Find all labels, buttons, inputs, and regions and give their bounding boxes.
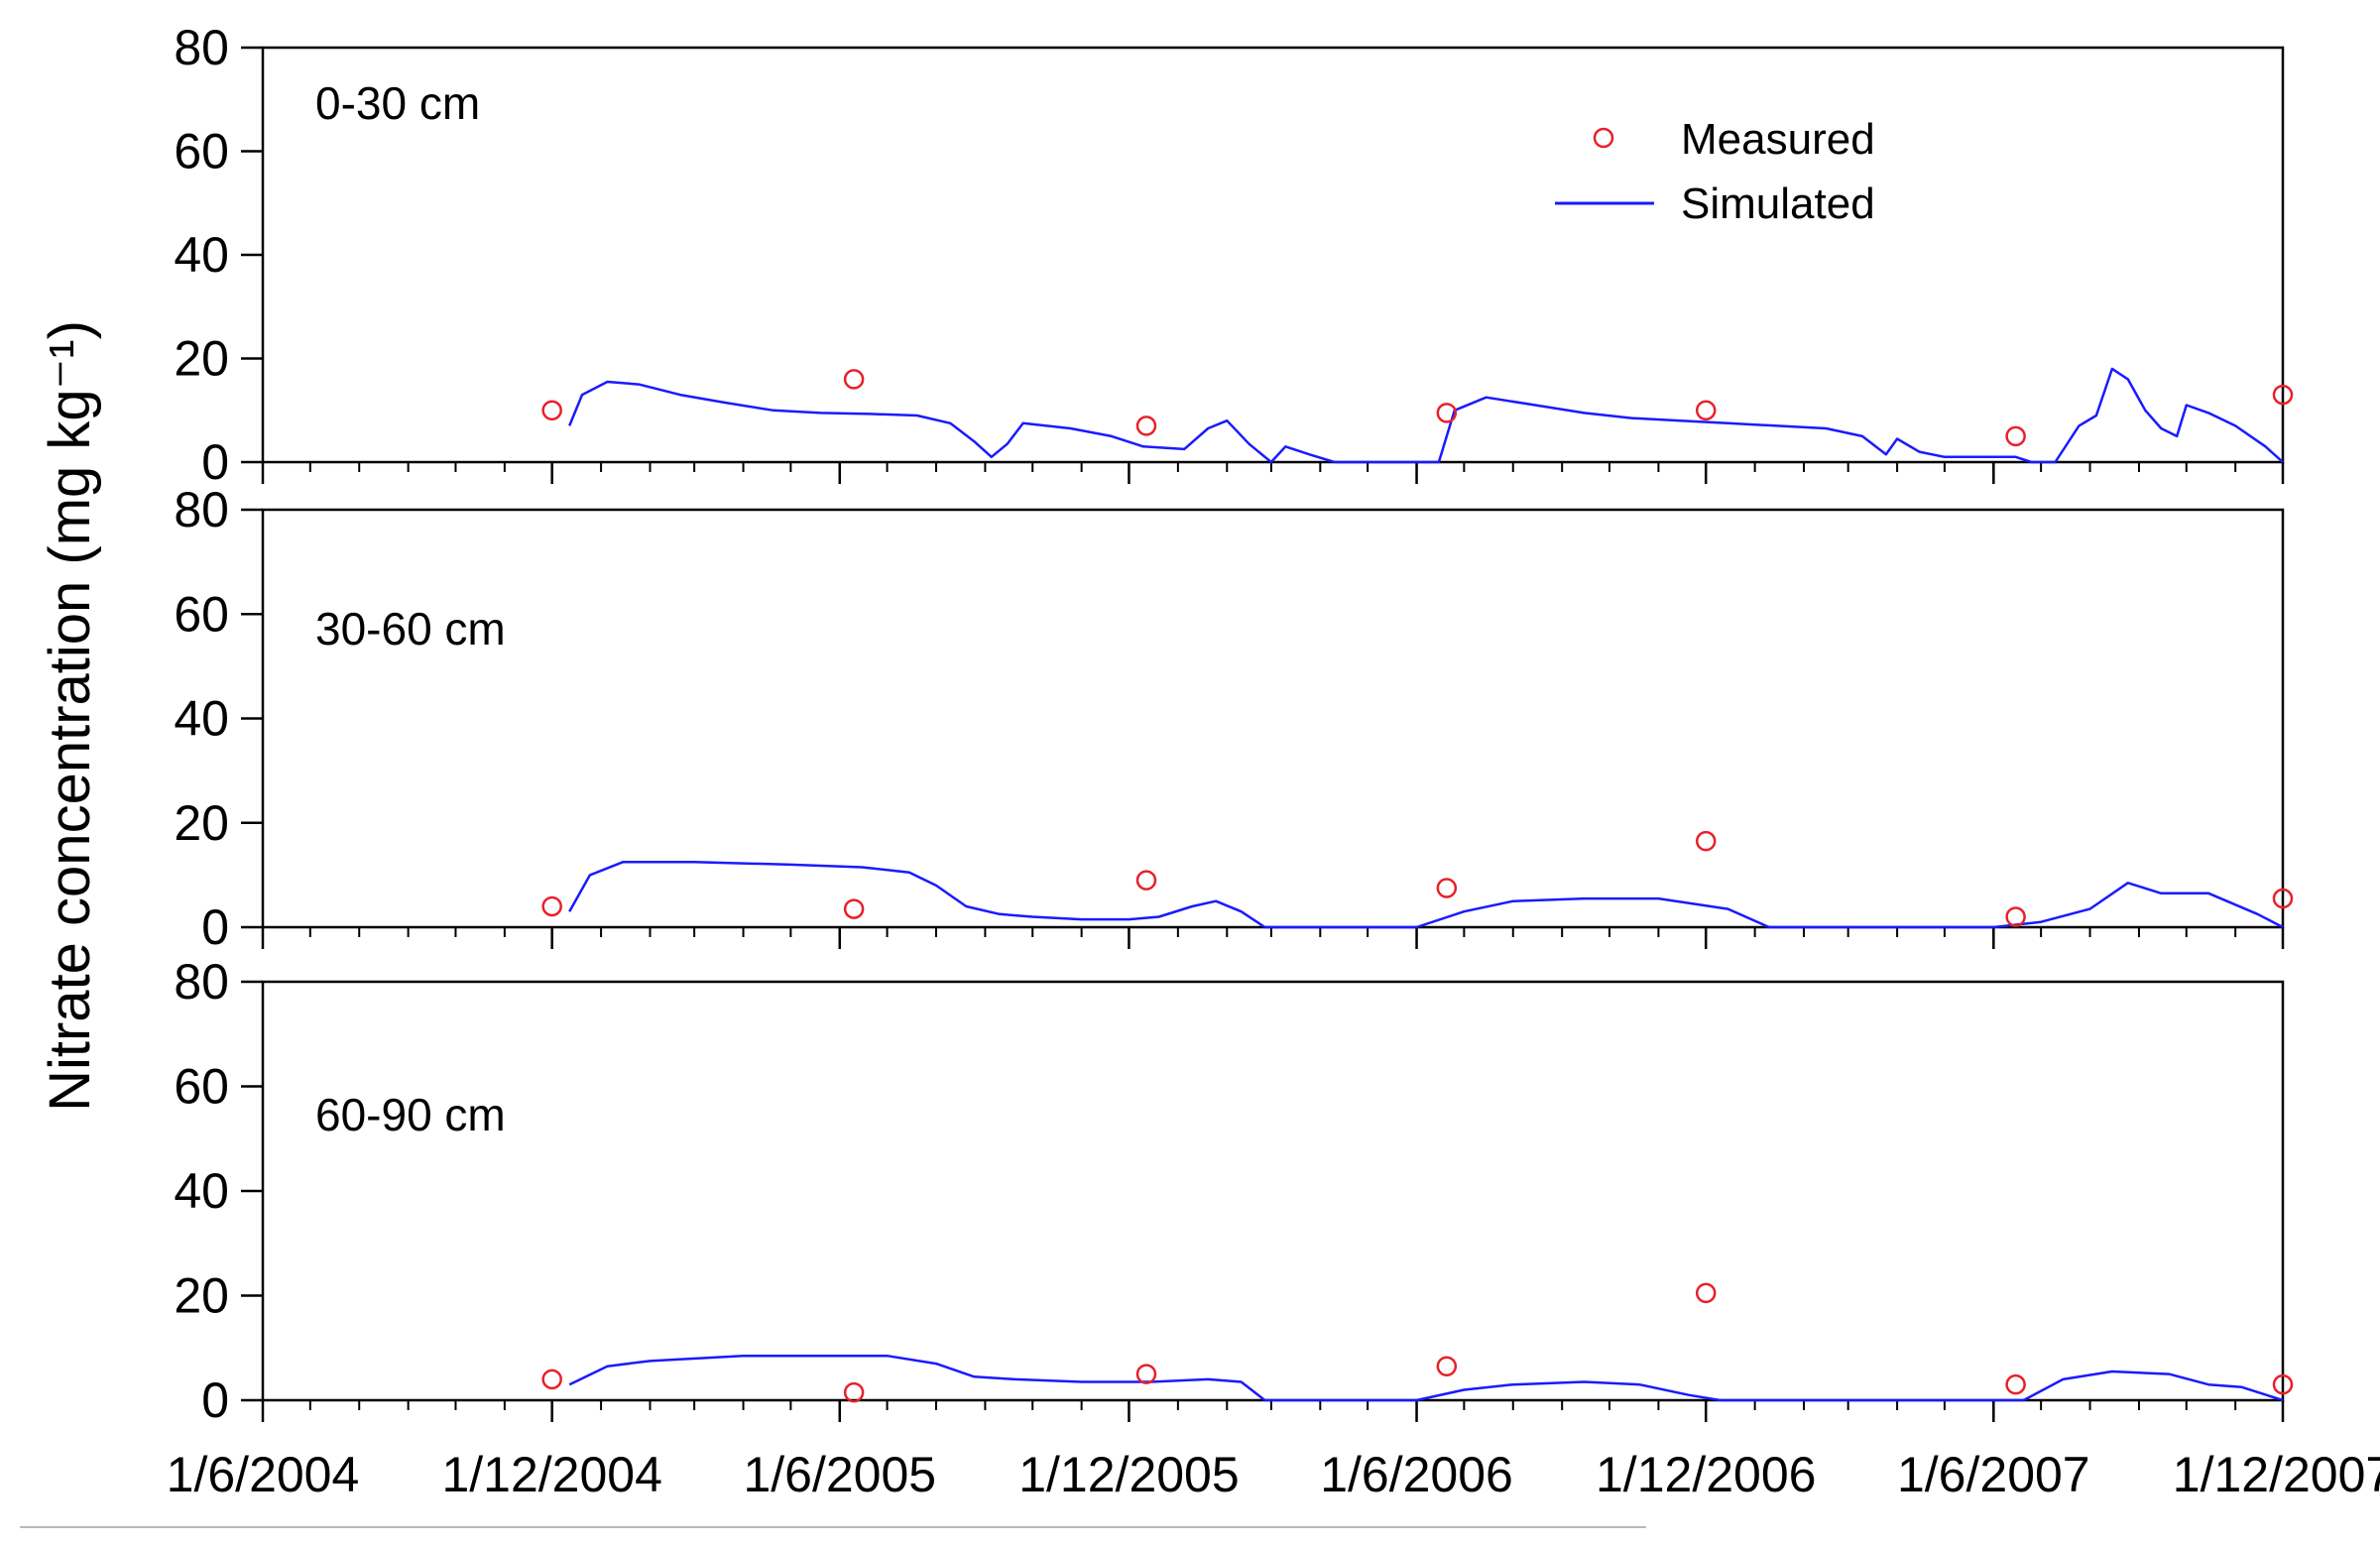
y-tick-label: 60 [174, 124, 229, 179]
y-tick-label: 80 [174, 20, 229, 75]
measured-point [843, 898, 865, 919]
panel-label: 60-90 cm [315, 1089, 506, 1140]
x-axis: 1/6/2004 1/12/2004 1/6/2005 1/12/2005 1/6/20… [167, 1447, 2380, 1502]
legend-measured-marker [1593, 127, 1614, 149]
y-tick-label: 0 [201, 434, 229, 490]
measured-point [2005, 425, 2026, 447]
panel-frame [261, 980, 2285, 1402]
simulated-series-line [568, 367, 2284, 464]
x-tick-label: 1/12/2005 [1018, 1447, 1239, 1502]
measured-point [1135, 416, 1157, 436]
measured-point [2272, 888, 2294, 909]
measured-point [2272, 384, 2294, 406]
measured-point [541, 400, 562, 420]
x-tick-label: 1/12/2006 [1596, 1447, 1816, 1502]
x-tick-label: 1/6/2005 [743, 1447, 936, 1502]
y-tick-label: 20 [174, 795, 229, 851]
legend: Measured Simulated [1555, 115, 1875, 228]
x-tick-label: 1/6/2007 [1897, 1447, 2090, 1502]
y-tick-label: 80 [174, 954, 229, 1010]
measured-point [1695, 830, 1717, 852]
y-tick-label: 20 [174, 331, 229, 387]
panel-2: 0 20 40 60 80 30-60 cm [174, 482, 2294, 955]
measured-point [1135, 1364, 1157, 1384]
simulated-series-line [568, 1354, 2284, 1402]
simulated-series-line [568, 860, 2284, 929]
y-tick-label: 60 [174, 1059, 229, 1115]
y-tick-label: 40 [174, 691, 229, 747]
chart-panels: 0 20 40 60 80 0-30 cm 0 20 40 60 80 30-60 cm 0 20 40 60… [174, 20, 2294, 1428]
y-tick-label: 20 [174, 1268, 229, 1324]
measured-point [541, 895, 562, 917]
y-tick-label: 60 [174, 586, 229, 642]
panel-label: 30-60 cm [315, 603, 506, 654]
measured-point [1436, 403, 1458, 423]
legend-simulated-label: Simulated [1681, 179, 1875, 228]
measured-point [843, 369, 865, 390]
panel-frame [261, 46, 2285, 464]
measured-point [1436, 878, 1458, 898]
panel-label: 0-30 cm [315, 77, 480, 129]
x-tick-label: 1/6/2006 [1320, 1447, 1513, 1502]
y-tick-label: 40 [174, 1163, 229, 1219]
y-tick-label: 0 [201, 1372, 229, 1428]
measured-point [1436, 1356, 1458, 1376]
y-axis-title: Nitrate concentration (mg kg⁻¹) [38, 320, 102, 1112]
measured-point [541, 1368, 562, 1390]
measured-point [1135, 870, 1157, 891]
legend-measured-label: Measured [1681, 115, 1875, 164]
x-tick-label: 1/12/2004 [441, 1447, 661, 1502]
measured-point [1695, 400, 1717, 420]
panel-3: 0 20 40 60 80 60-90 cm [174, 954, 2294, 1428]
panel-1: 0 20 40 60 80 0-30 cm [174, 20, 2294, 490]
x-tick-label: 1/6/2004 [167, 1447, 360, 1502]
measured-point [2005, 906, 2026, 927]
y-tick-label: 0 [201, 899, 229, 955]
measured-point [1695, 1282, 1717, 1304]
y-tick-label: 80 [174, 482, 229, 537]
measured-point [2272, 1373, 2294, 1395]
x-tick-label: 1/12/2007 [2173, 1447, 2380, 1502]
y-tick-label: 40 [174, 227, 229, 283]
measured-point [2005, 1373, 2026, 1395]
panel-frame [261, 508, 2285, 929]
measured-point [843, 1381, 865, 1403]
